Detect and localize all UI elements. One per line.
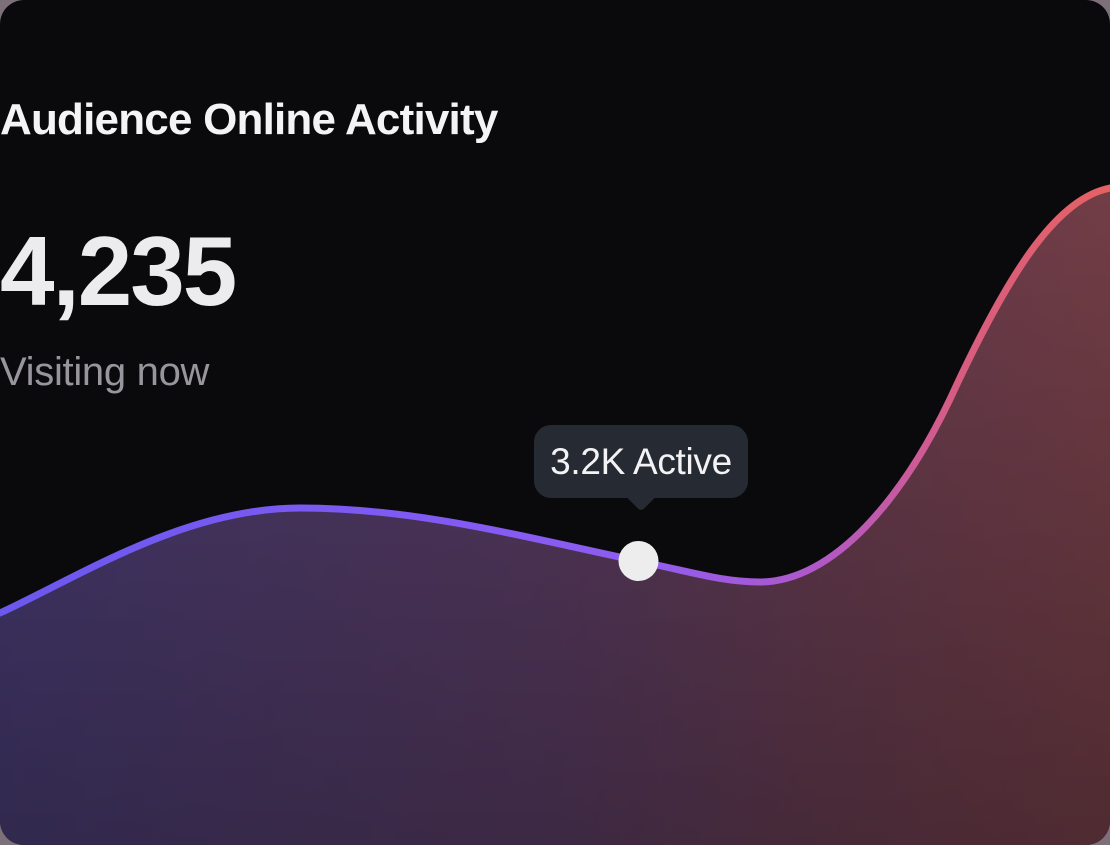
activity-line — [0, 184, 1110, 617]
area-depth-fade — [0, 188, 1110, 845]
metric-label: Visiting now — [0, 350, 210, 394]
metric-value: 4,235 — [0, 216, 237, 326]
card-title: Audience Online Activity — [0, 95, 498, 144]
tooltip-label: 3.2K Active — [550, 440, 732, 482]
active-users-tooltip: 3.2K Active — [534, 425, 748, 512]
data-point-dot[interactable] — [618, 541, 659, 581]
